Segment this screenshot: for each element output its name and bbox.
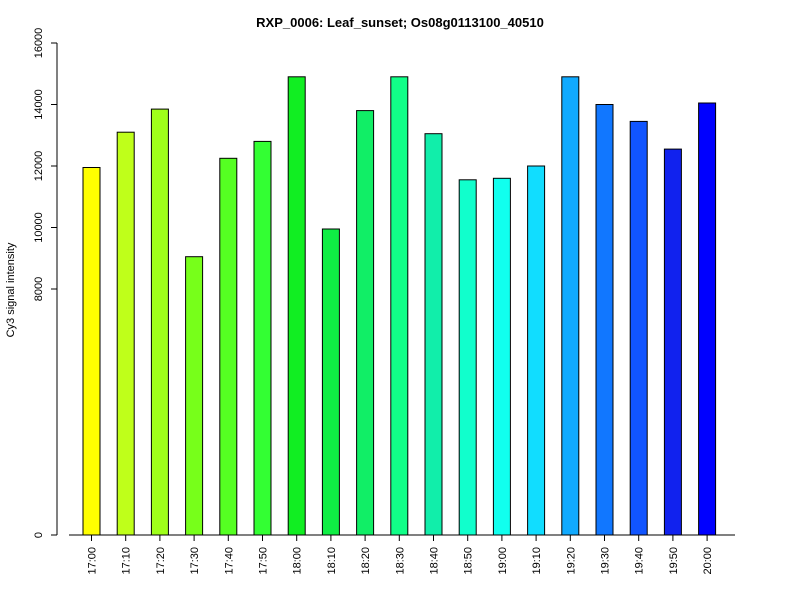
- x-tick-label: 19:00: [497, 547, 509, 575]
- y-tick-label: 12000: [33, 151, 45, 182]
- bar-1840: [424, 133, 443, 536]
- x-tick-label: 18:20: [360, 547, 372, 575]
- bar-1950: [663, 148, 682, 536]
- bar-1700: [82, 167, 101, 536]
- bar-1930: [595, 104, 614, 536]
- y-tick-label: 16000: [33, 28, 45, 59]
- bar-1740: [219, 157, 238, 536]
- bar-1850: [458, 179, 477, 536]
- bar-1830: [390, 76, 409, 536]
- y-tick-label: 14000: [33, 89, 45, 120]
- x-tick-label: 19:50: [668, 547, 680, 575]
- bar-1920: [561, 76, 580, 536]
- bar-1810: [321, 228, 340, 536]
- bars: [82, 76, 717, 536]
- bar-1900: [492, 177, 511, 536]
- x-tick-label: 17:30: [189, 547, 201, 575]
- y-tick-label: 0: [33, 532, 45, 538]
- x-tick-label: 18:50: [463, 547, 475, 575]
- chart-title: RXP_0006: Leaf_sunset; Os08g0113100_4051…: [256, 15, 544, 30]
- bar-1910: [527, 165, 546, 536]
- x-tick-label: 17:50: [258, 547, 270, 575]
- bar-2000: [698, 102, 717, 536]
- y-axis: 0 8000 10000 12000 14000 16000: [33, 28, 58, 538]
- x-tick-label: 18:10: [326, 547, 338, 575]
- x-tick-label: 19:20: [565, 547, 577, 575]
- y-tick-label: 10000: [33, 212, 45, 243]
- y-axis-label: Cy3 signal intensity: [5, 242, 17, 337]
- x-tick-label: 19:40: [634, 547, 646, 575]
- x-tick-label: 19:30: [600, 547, 612, 575]
- x-axis: 17:00 17:10 17:20 17:30 17:40 17:50 18:00 18:10…: [69, 534, 735, 575]
- y-tick-label: 8000: [33, 277, 45, 301]
- x-tick-label: 19:10: [531, 547, 543, 575]
- x-tick-label: 18:40: [429, 547, 441, 575]
- x-tick-label: 17:40: [223, 547, 235, 575]
- x-tick-label: 17:00: [87, 547, 99, 575]
- bar-1720: [150, 108, 169, 536]
- x-tick-label: 17:10: [121, 547, 133, 575]
- x-tick-label: 18:30: [394, 547, 406, 575]
- x-tick-label: 20:00: [702, 547, 714, 575]
- bar-1710: [116, 131, 135, 536]
- bar-1750: [253, 140, 272, 536]
- bar-1820: [356, 110, 375, 536]
- bar-1800: [287, 76, 306, 536]
- bar-1730: [185, 256, 204, 536]
- x-tick-label: 18:00: [292, 547, 304, 575]
- bar-1940: [629, 120, 648, 536]
- x-tick-label: 17:20: [155, 547, 167, 575]
